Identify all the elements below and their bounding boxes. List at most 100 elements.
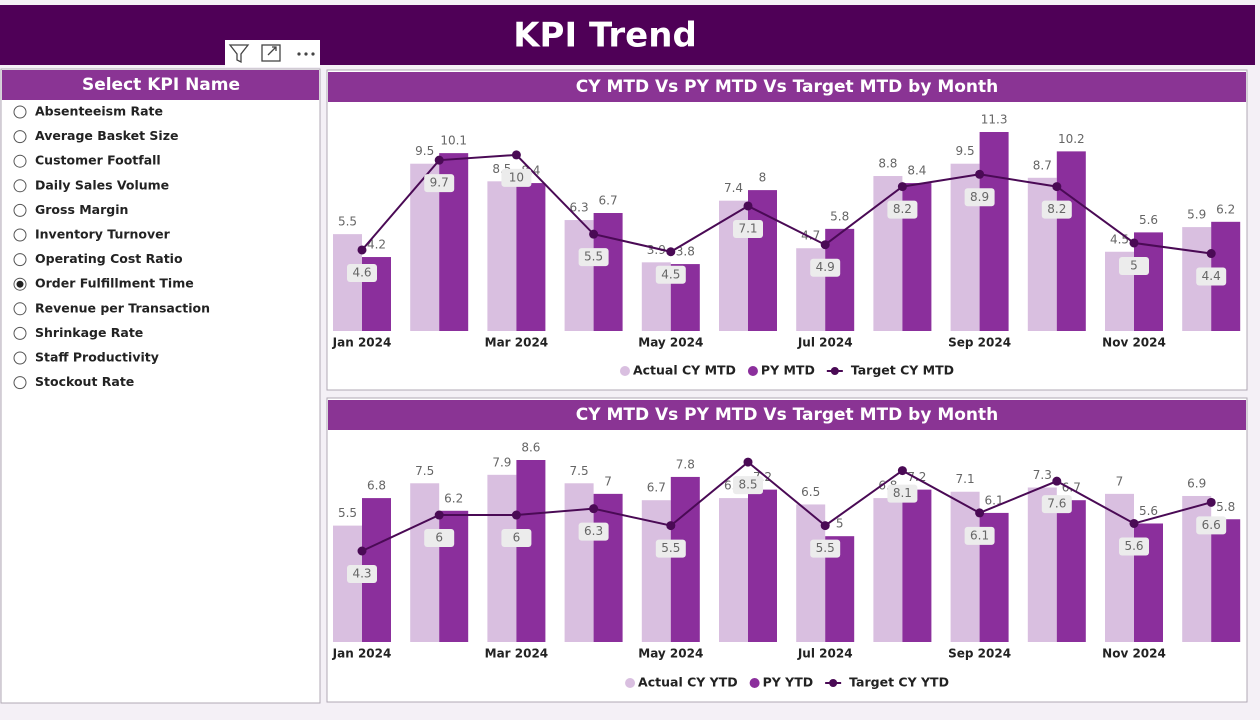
data-label: 7	[604, 474, 612, 488]
data-label: 7.5	[570, 464, 589, 478]
data-label: 6.1	[970, 528, 989, 542]
x-tick-label: Jan 2024	[332, 336, 392, 350]
more-dot[interactable]	[304, 52, 308, 56]
focus-icon[interactable]	[261, 44, 281, 62]
more-dot[interactable]	[311, 52, 315, 56]
line-point	[434, 510, 444, 520]
radio-button[interactable]	[13, 228, 27, 242]
data-label: 8.8	[878, 157, 897, 171]
header-bar	[0, 5, 1255, 65]
radio-button[interactable]	[13, 203, 27, 217]
bar	[1027, 487, 1057, 642]
radio-button[interactable]	[13, 302, 27, 316]
x-tick-label: Jul 2024	[797, 647, 853, 661]
label-box	[347, 565, 377, 583]
legend-label: Target CY MTD	[851, 363, 954, 378]
legend-label: PY MTD	[761, 363, 815, 378]
radio-button[interactable]	[13, 105, 27, 119]
bar	[333, 525, 362, 642]
line-point	[820, 521, 830, 531]
line-point	[975, 169, 985, 179]
line-point	[897, 466, 907, 476]
legend-marker	[619, 366, 630, 376]
data-label: 4.6	[352, 265, 371, 279]
slicer-list: Absenteeism Rate Average Basket Size Custo…	[13, 104, 210, 390]
bar	[487, 474, 517, 642]
data-label: 5.5	[338, 506, 357, 520]
slicer-item[interactable]: Daily Sales Volume	[35, 177, 169, 192]
radio-button[interactable]	[13, 351, 27, 365]
data-label: 10.1	[440, 134, 467, 148]
label-box	[655, 265, 686, 284]
label-box	[424, 529, 455, 548]
filter-icon[interactable]	[228, 44, 250, 64]
legend-label: Actual CY MTD	[633, 363, 736, 378]
data-label: 9.5	[956, 144, 975, 158]
label-box	[964, 526, 995, 545]
bar	[796, 504, 826, 642]
line-point	[743, 201, 753, 211]
label-box	[733, 219, 763, 238]
data-label: 7	[1116, 474, 1124, 488]
radio-button[interactable]	[13, 253, 27, 267]
legend-marker	[829, 679, 838, 687]
data-label: 5.8	[1216, 500, 1235, 514]
x-tick-label: Jan 2024	[332, 647, 392, 661]
data-label: 5.5	[661, 541, 680, 555]
data-label: 9.7	[430, 176, 449, 190]
data-label: 8.9	[970, 190, 989, 204]
line-point	[820, 240, 830, 250]
slicer-item[interactable]: Gross Margin	[35, 202, 128, 217]
data-label: 5.5	[816, 541, 835, 555]
more-dot[interactable]	[297, 52, 301, 56]
data-label: 7.1	[956, 472, 975, 486]
data-label: 3.8	[676, 245, 695, 259]
visual-toolbar	[225, 40, 320, 67]
slicer-item[interactable]: Stockout Rate	[35, 374, 134, 389]
line-point	[975, 508, 985, 518]
radio-button[interactable]	[13, 130, 27, 144]
radio-button[interactable]	[13, 376, 27, 390]
bar	[950, 491, 980, 642]
bar	[748, 489, 777, 642]
chart-panel	[326, 397, 1248, 703]
data-label: 6.5	[801, 485, 820, 499]
label-box	[1119, 537, 1149, 556]
bar	[1056, 151, 1086, 331]
legend-label: PY YTD	[763, 675, 814, 690]
data-label: 5	[1130, 258, 1138, 272]
bar	[516, 460, 546, 642]
slicer-item[interactable]: Order Fulfillment Time	[35, 276, 194, 291]
label-box	[424, 174, 455, 193]
data-label: 8	[759, 171, 767, 185]
data-label: 6	[435, 531, 443, 545]
label-box	[887, 484, 918, 503]
radio-button[interactable]	[13, 179, 27, 193]
slicer-item[interactable]: Shrinkage Rate	[35, 325, 143, 340]
bar	[979, 132, 1009, 331]
chart-title-bar	[328, 72, 1246, 102]
slicer-item[interactable]: Average Basket Size	[35, 128, 178, 143]
legend-marker	[747, 366, 758, 376]
data-label: 7.5	[415, 464, 434, 478]
slicer-item[interactable]: Inventory Turnover	[35, 227, 171, 242]
slicer-item[interactable]: Staff Productivity	[35, 350, 159, 365]
line	[361, 153, 1212, 255]
bar	[593, 493, 623, 642]
x-tick-label: Mar 2024	[485, 336, 549, 350]
legend-marker	[830, 367, 839, 375]
data-label: 8.5	[738, 478, 757, 492]
data-label: 7.6	[1047, 497, 1066, 511]
radio-button[interactable]	[13, 326, 27, 340]
slicer-item[interactable]: Customer Footfall	[35, 153, 161, 168]
data-label: 5.5	[338, 215, 357, 229]
chart-title: CY MTD Vs PY MTD Vs Target MTD by Month	[576, 77, 999, 97]
data-label: 7.8	[676, 457, 695, 471]
radio-button[interactable]	[13, 154, 27, 168]
bar	[564, 483, 594, 642]
data-label: 6.1	[985, 493, 1004, 507]
slicer-item[interactable]: Operating Cost Ratio	[35, 251, 183, 266]
slicer-item[interactable]: Absenteeism Rate	[35, 104, 163, 119]
slicer-item[interactable]: Revenue per Transaction	[35, 300, 210, 315]
x-tick-label: May 2024	[638, 647, 703, 661]
